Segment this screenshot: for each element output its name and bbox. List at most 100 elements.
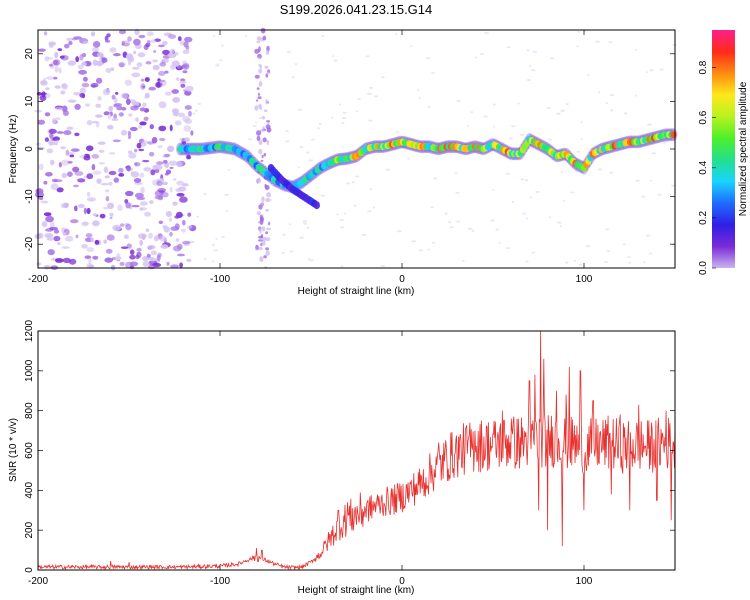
noise-speckle	[127, 132, 132, 140]
noise-speckle	[120, 93, 128, 99]
spectrogram-x-label: Height of straight line (km)	[298, 286, 415, 297]
noise-speckle	[60, 90, 66, 95]
noise-speckle	[145, 61, 152, 65]
noise-speckle	[113, 113, 117, 120]
noise-speckle	[44, 233, 54, 239]
noise-speckle	[117, 204, 123, 212]
noise-speckle	[385, 168, 391, 171]
noise-speckle	[138, 148, 145, 152]
noise-speckle	[123, 234, 129, 239]
noise-speckle	[254, 249, 258, 251]
noise-speckle	[106, 33, 111, 38]
noise-speckle	[136, 62, 143, 68]
noise-speckle	[111, 118, 119, 121]
noise-speckle	[411, 240, 417, 243]
noise-speckle	[67, 152, 76, 155]
noise-speckle	[154, 169, 160, 174]
noise-speckle	[148, 232, 153, 239]
noise-speckle	[144, 77, 150, 82]
noise-speckle	[418, 249, 424, 252]
noise-speckle	[140, 83, 146, 90]
spectrogram-y-tick-label: -20	[24, 237, 35, 252]
noise-speckle	[306, 226, 310, 229]
snr-line-layer	[37, 330, 676, 571]
noise-speckle	[470, 111, 474, 114]
noise-speckle	[139, 207, 144, 211]
noise-speckle	[81, 82, 90, 88]
noise-speckle	[67, 160, 73, 164]
noise-speckle	[506, 247, 511, 250]
noise-speckle	[471, 229, 475, 232]
noise-speckle	[454, 172, 458, 175]
noise-speckle	[134, 162, 141, 167]
noise-speckle	[407, 157, 410, 160]
noise-speckle	[176, 192, 185, 197]
noise-speckle	[522, 212, 527, 215]
noise-speckle	[260, 159, 264, 162]
noise-speckle	[307, 258, 311, 261]
noise-speckle	[587, 74, 590, 76]
noise-speckle	[147, 245, 156, 250]
noise-speckle	[288, 223, 292, 226]
noise-speckle	[356, 98, 361, 100]
noise-speckle	[43, 180, 48, 185]
noise-speckle	[69, 154, 75, 158]
noise-speckle	[659, 68, 664, 71]
noise-speckle	[148, 151, 155, 157]
noise-speckle	[150, 169, 156, 176]
noise-speckle	[221, 44, 224, 47]
noise-speckle	[548, 138, 553, 141]
noise-speckle	[264, 185, 270, 190]
noise-speckle	[649, 69, 654, 72]
noise-speckle	[148, 265, 156, 270]
noise-speckle	[605, 102, 609, 105]
noise-speckle	[258, 63, 262, 67]
noise-speckle	[142, 102, 147, 107]
spectrogram-x-tick-label: -100	[210, 274, 230, 285]
noise-speckle	[260, 234, 264, 239]
noise-speckle	[192, 112, 196, 115]
noise-speckle	[609, 94, 615, 96]
noise-speckle	[262, 137, 267, 143]
noise-speckle	[153, 235, 159, 242]
noise-speckle	[68, 41, 73, 45]
noise-speckle	[511, 201, 515, 203]
noise-speckle	[175, 77, 180, 81]
noise-speckle	[492, 189, 495, 191]
noise-speckle	[74, 171, 84, 176]
noise-speckle	[299, 236, 304, 239]
noise-speckle	[179, 196, 188, 203]
noise-speckle	[380, 76, 385, 79]
noise-speckle	[50, 183, 59, 191]
noise-speckle	[149, 200, 154, 204]
noise-speckle	[43, 212, 52, 217]
noise-speckle	[136, 196, 146, 201]
noise-speckle	[54, 66, 59, 73]
noise-speckle	[164, 172, 169, 176]
noise-speckle	[109, 47, 117, 53]
noise-speckle	[372, 206, 376, 209]
noise-speckle	[195, 153, 200, 156]
noise-speckle	[158, 71, 166, 76]
noise-speckle	[145, 42, 151, 47]
noise-speckle	[188, 110, 192, 117]
noise-speckle	[115, 91, 119, 95]
noise-speckle	[46, 237, 55, 241]
noise-speckle	[65, 235, 74, 242]
noise-speckle	[36, 262, 41, 266]
noise-speckle	[380, 265, 386, 267]
noise-speckle	[101, 57, 108, 63]
noise-speckle	[197, 102, 202, 105]
noise-speckle	[90, 31, 96, 37]
noise-speckle	[183, 125, 192, 132]
spectrogram-x-tick-label: -200	[28, 274, 48, 285]
noise-speckle	[90, 237, 94, 243]
noise-speckle	[169, 166, 174, 170]
noise-speckle	[95, 103, 102, 108]
noise-speckle	[159, 137, 166, 142]
noise-speckle	[627, 256, 631, 258]
noise-speckle	[58, 67, 62, 74]
noise-speckle	[123, 40, 130, 47]
noise-speckle	[105, 196, 110, 202]
noise-speckle	[265, 250, 270, 256]
